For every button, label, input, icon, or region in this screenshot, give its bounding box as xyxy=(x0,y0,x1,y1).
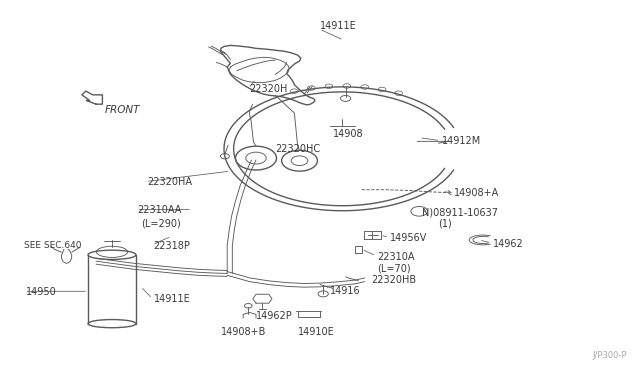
Text: 14911E: 14911E xyxy=(154,295,190,304)
Text: 22318P: 22318P xyxy=(154,241,191,250)
Text: 22320HA: 22320HA xyxy=(147,177,192,187)
Text: 14956V: 14956V xyxy=(390,233,428,243)
Text: 22320HC: 22320HC xyxy=(275,144,321,154)
Text: 14908+A: 14908+A xyxy=(454,189,500,198)
Text: J/P300-P: J/P300-P xyxy=(593,351,627,360)
Text: 14910E: 14910E xyxy=(298,327,334,337)
Text: 22310A: 22310A xyxy=(378,252,415,262)
Text: 14912M: 14912M xyxy=(442,137,481,146)
Text: (1): (1) xyxy=(438,218,452,228)
Text: 22320H: 22320H xyxy=(250,84,288,94)
Text: 22310AA: 22310AA xyxy=(138,205,182,215)
Text: 14950: 14950 xyxy=(26,287,56,297)
Text: 14962: 14962 xyxy=(493,239,524,248)
Text: (L=70): (L=70) xyxy=(378,264,412,273)
Text: 14911E: 14911E xyxy=(320,21,356,31)
Text: FRONT: FRONT xyxy=(104,105,140,115)
Text: 14908: 14908 xyxy=(333,129,364,139)
Text: 14908+B: 14908+B xyxy=(221,327,266,337)
Text: (L=290): (L=290) xyxy=(141,218,180,228)
Text: SEE SEC.640: SEE SEC.640 xyxy=(24,241,82,250)
Text: N)08911-10637: N)08911-10637 xyxy=(422,207,499,217)
Text: 14962P: 14962P xyxy=(256,311,292,321)
Text: 22320HB: 22320HB xyxy=(371,276,417,285)
Text: 14916: 14916 xyxy=(330,286,360,296)
